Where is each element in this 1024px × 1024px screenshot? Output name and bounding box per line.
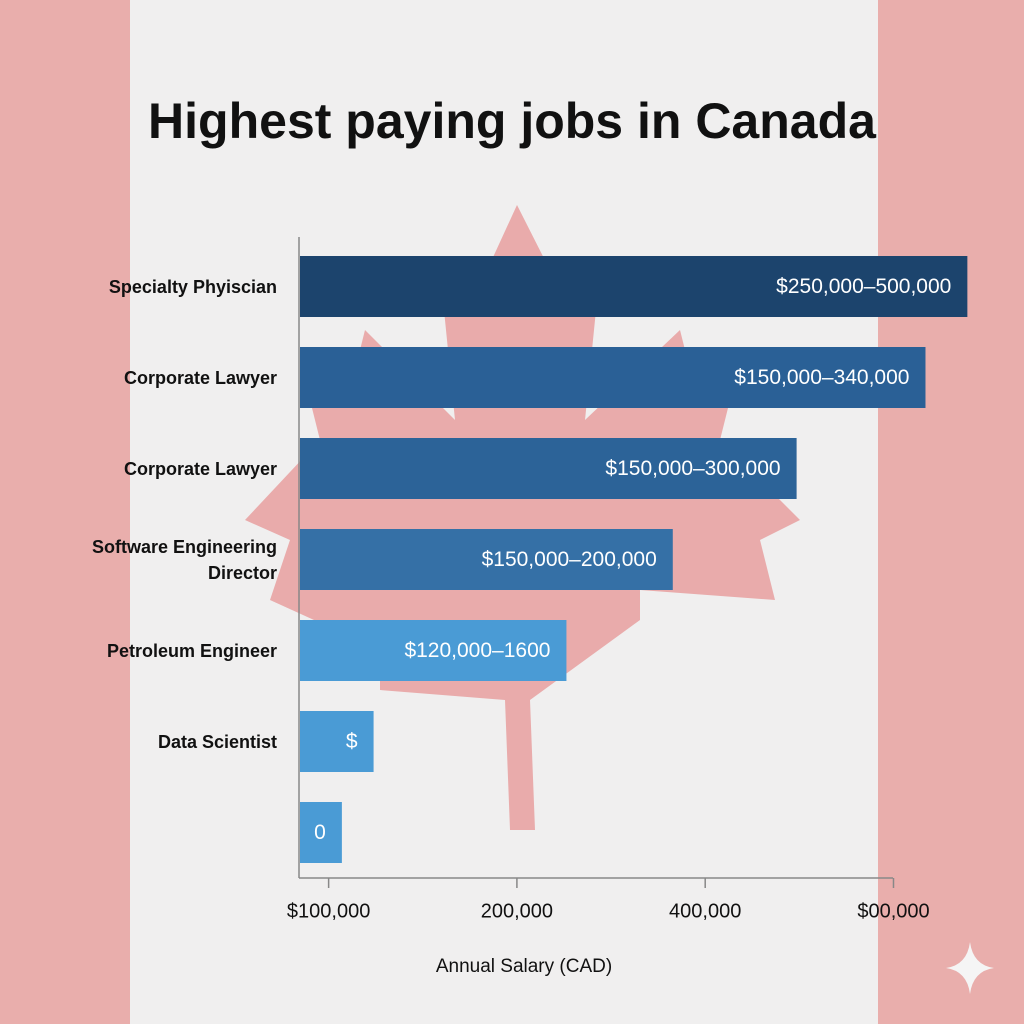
category-label: Specialty Phyiscian — [108, 276, 277, 297]
bar — [300, 256, 968, 317]
chart-title: Highest paying jobs in Canada — [148, 93, 877, 149]
flag-band-right — [878, 0, 1024, 1024]
x-tick-label: $00,000 — [857, 900, 929, 922]
value-label: $250,000–500,000 — [776, 275, 951, 298]
x-tick-label: 200,000 — [481, 900, 553, 922]
value-label: $120,000–1600 — [404, 639, 550, 662]
flag-band-left — [0, 0, 130, 1024]
bar — [300, 347, 926, 408]
category-label: Software Engineering Director — [91, 536, 277, 583]
sparkle-icon — [946, 942, 994, 994]
value-label: $150,000–200,000 — [482, 548, 657, 571]
value-label: $150,000–300,000 — [605, 457, 780, 480]
bar — [300, 711, 374, 772]
category-label: Data Scientist — [157, 731, 277, 752]
category-label: Corporate Lawyer — [123, 367, 277, 388]
category-label: Petroleum Engineer — [106, 640, 277, 661]
bar — [300, 620, 567, 681]
bar — [300, 529, 673, 590]
x-tick-label: 400,000 — [669, 900, 741, 922]
value-label: 0 — [314, 821, 326, 844]
x-tick-label: $100,000 — [287, 900, 370, 922]
bar — [300, 802, 342, 863]
value-label: $150,000–340,000 — [734, 366, 909, 389]
category-label: Corporate Lawyer — [123, 458, 277, 479]
value-label: $ — [346, 730, 358, 753]
axis-title: Annual Salary (CAD) — [436, 956, 612, 977]
bar — [300, 438, 797, 499]
